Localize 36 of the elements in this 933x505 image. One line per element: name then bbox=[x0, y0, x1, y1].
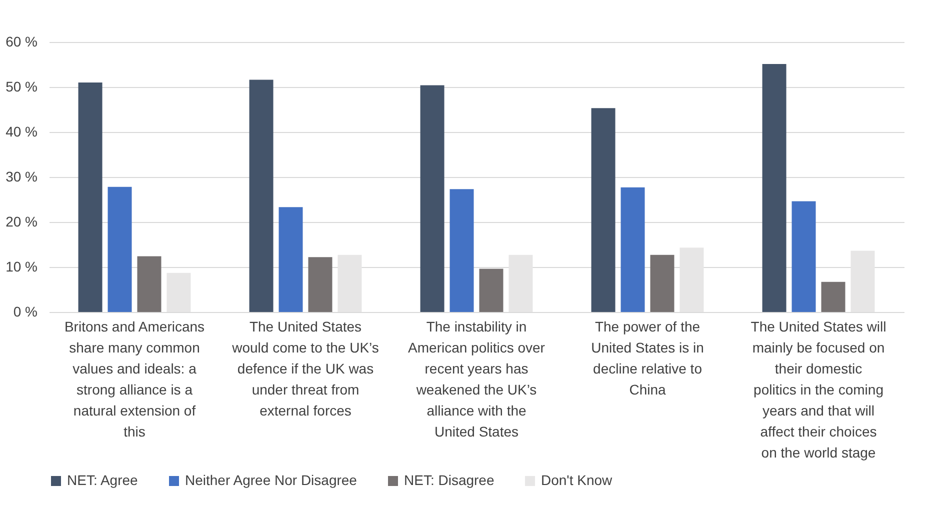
bar bbox=[850, 250, 875, 312]
bar bbox=[278, 207, 303, 312]
bar bbox=[166, 272, 191, 312]
y-tick-label: 20 % bbox=[6, 214, 38, 230]
x-tick-label: The instability in American politics over recent years has weakened the UK’s alliance with the United States bbox=[408, 318, 546, 440]
y-tick-label: 10 % bbox=[6, 258, 38, 274]
y-tick-label: 60 % bbox=[6, 34, 38, 50]
bar bbox=[792, 201, 816, 312]
bar bbox=[762, 64, 786, 312]
bar bbox=[591, 108, 616, 312]
bar bbox=[108, 186, 132, 312]
bar bbox=[821, 282, 846, 312]
legend-label: Neither Agree Nor Disagree bbox=[185, 472, 358, 488]
x-tick-label: Britons and Americans share many common values and ideals: a strong alliance is a natural extension of this bbox=[64, 318, 205, 440]
x-tick-label: The United States will mainly be focused on their domestic politics in the coming years and that will affect their choices on the world stage bbox=[750, 318, 886, 460]
y-tick-label: 0 % bbox=[13, 304, 38, 320]
bar bbox=[680, 248, 704, 312]
y-tick-label: 40 % bbox=[6, 124, 38, 140]
x-tick-label: The power of the United States is in decline relative to China bbox=[591, 318, 704, 398]
legend-label: NET: Agree bbox=[67, 472, 138, 488]
legend-label: NET: Disagree bbox=[404, 472, 494, 488]
bar bbox=[479, 268, 504, 312]
bar bbox=[450, 189, 474, 312]
legend-label: Don't Know bbox=[541, 472, 614, 488]
bar bbox=[650, 254, 674, 312]
bar bbox=[308, 257, 332, 312]
bar bbox=[620, 187, 645, 312]
x-tick-label: The United States would come to the UK’s defence if the UK was under threat from external forces bbox=[231, 318, 379, 418]
bar bbox=[508, 254, 533, 312]
y-tick-label: 50 % bbox=[6, 78, 38, 94]
bar bbox=[249, 80, 274, 312]
bar bbox=[338, 254, 362, 312]
bar bbox=[420, 85, 444, 312]
y-tick-label: 30 % bbox=[6, 168, 38, 184]
bar bbox=[78, 82, 102, 312]
bar bbox=[137, 256, 162, 312]
